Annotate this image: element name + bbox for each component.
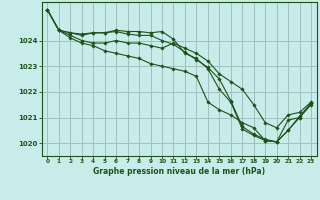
X-axis label: Graphe pression niveau de la mer (hPa): Graphe pression niveau de la mer (hPa)	[93, 167, 265, 176]
